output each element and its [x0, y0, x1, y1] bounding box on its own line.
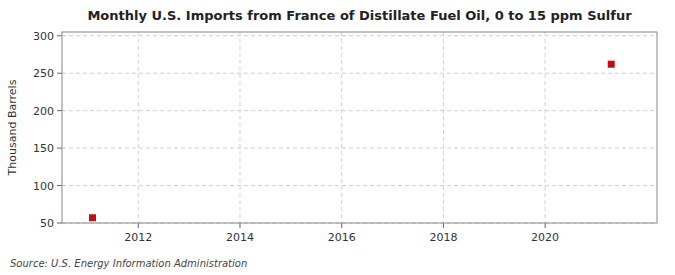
y-tick	[57, 73, 62, 74]
y-grid-line	[62, 148, 657, 149]
y-tick	[57, 110, 62, 111]
x-tick	[443, 223, 444, 228]
data-point	[608, 61, 615, 68]
y-tick	[57, 35, 62, 36]
y-tick-label: 100	[33, 180, 54, 193]
y-tick-label: 150	[33, 142, 54, 155]
x-tick	[138, 223, 139, 228]
x-tick-label: 2018	[429, 231, 457, 244]
y-grid-line	[62, 73, 657, 74]
x-grid-line	[545, 32, 546, 223]
x-tick-label: 2020	[531, 231, 559, 244]
y-tick-label: 250	[33, 67, 54, 80]
data-point	[89, 214, 96, 221]
x-grid-line	[443, 32, 444, 223]
x-tick	[341, 223, 342, 228]
x-grid-line	[138, 32, 139, 223]
x-grid-line	[341, 32, 342, 223]
plot-frame	[62, 32, 657, 223]
source-note: Source: U.S. Energy Information Administ…	[10, 258, 247, 269]
x-tick-label: 2014	[226, 231, 254, 244]
chart-svg: 50 100 150 200 250 300 2012 2014 2016 2018 2020 Mon…	[0, 0, 675, 275]
y-tick	[57, 185, 62, 186]
y-tick-label: 200	[33, 105, 54, 118]
x-tick	[545, 223, 546, 228]
y-axis-label: Thousand Barrels	[6, 79, 19, 176]
chart-container: 50 100 150 200 250 300 2012 2014 2016 2018 2020 Mon…	[0, 0, 675, 275]
y-tick	[57, 223, 62, 224]
background	[0, 0, 675, 275]
x-grid-line	[239, 32, 240, 223]
y-tick-label: 50	[40, 217, 54, 230]
y-grid-line	[62, 110, 657, 111]
y-grid-line	[62, 35, 657, 36]
grid	[62, 32, 657, 223]
y-grid-line	[62, 185, 657, 186]
y-tick-label: 300	[33, 30, 54, 43]
x-tick	[239, 223, 240, 228]
axes: 50 100 150 200 250 300 2012 2014 2016 2018 2020	[33, 30, 657, 244]
title: Monthly U.S. Imports from France of Dist…	[87, 8, 632, 23]
points	[89, 61, 615, 222]
y-tick	[57, 148, 62, 149]
x-tick-label: 2016	[328, 231, 356, 244]
x-tick-label: 2012	[124, 231, 152, 244]
